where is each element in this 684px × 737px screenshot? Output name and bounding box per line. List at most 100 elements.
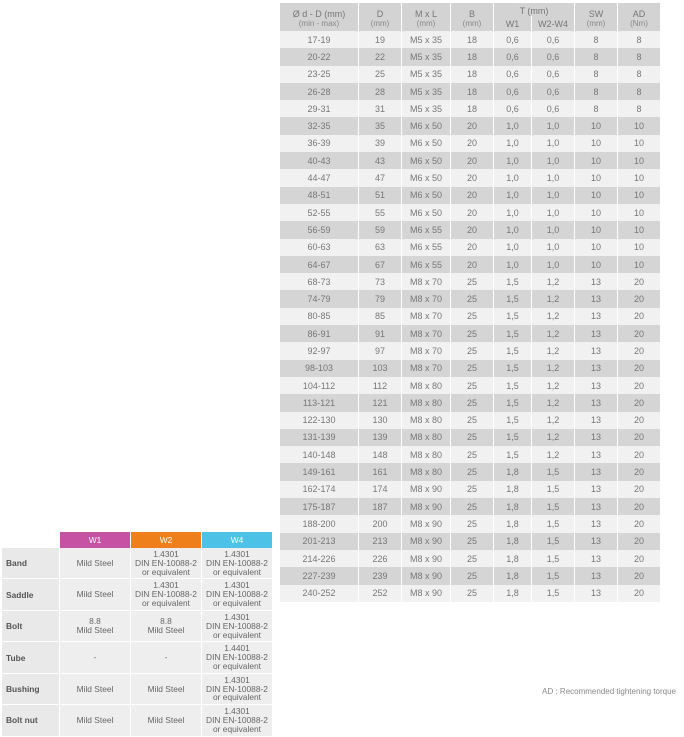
cell-T2: 1,0 [532,152,575,169]
cell-T1: 1,5 [494,429,532,446]
table-row: 175-187187M8 x 90251,81,51320 [280,498,661,515]
cell-AD: 20 [618,429,661,446]
th-dD-label: Ø d - D (mm) [293,9,346,19]
cell-SW: 10 [575,187,618,204]
table-row: 32-3535M6 x 50201,01,01010 [280,117,661,134]
th-D: D (mm) [359,3,402,31]
cell-AD: 10 [618,221,661,238]
cell-AD: 20 [618,567,661,584]
table-row: 56-5959M6 x 55201,01,01010 [280,221,661,238]
cell-T2: 1,2 [532,394,575,411]
cell-D: 67 [359,256,402,273]
cell-D: 148 [359,446,402,463]
cell-T1: 1,8 [494,515,532,532]
table-row: 98-103103M8 x 70251,51,21320 [280,360,661,377]
cell-D: 43 [359,152,402,169]
cell-MxL: M5 x 35 [402,66,451,83]
cell-B: 20 [451,204,494,221]
material-table: W1 W2 W4 BandMild Steel1.4301DIN EN-1008… [2,532,272,737]
cell-SW: 10 [575,239,618,256]
cell-B: 18 [451,100,494,117]
cell-B: 25 [451,567,494,584]
cell-MxL: M6 x 50 [402,187,451,204]
cell-dD: 201-213 [280,533,359,550]
cell-SW: 10 [575,169,618,186]
cell-AD: 10 [618,135,661,152]
cell-T1: 1,5 [494,412,532,429]
cell-T1: 1,0 [494,187,532,204]
material-cell-w4: 1.4301DIN EN-10088-2or equivalent [202,610,273,641]
cell-SW: 10 [575,221,618,238]
cell-dD: 60-63 [280,239,359,256]
cell-T1: 1,0 [494,204,532,221]
table-row: 36-3939M6 x 50201,01,01010 [280,135,661,152]
cell-SW: 10 [575,135,618,152]
cell-AD: 20 [618,394,661,411]
material-cell-w1: Mild Steel [60,705,131,736]
dimension-table: Ø d - D (mm) (min - max) D (mm) M x L (m… [280,3,661,602]
footnote-ad: AD : Recommended tightening torque [542,687,676,696]
cell-B: 20 [451,135,494,152]
cell-dD: 32-35 [280,117,359,134]
cell-dD: 98-103 [280,360,359,377]
cell-T2: 1,2 [532,342,575,359]
th-B-label: B [469,9,475,19]
cell-SW: 13 [575,360,618,377]
cell-T1: 1,0 [494,239,532,256]
cell-AD: 8 [618,100,661,117]
cell-T2: 0,6 [532,83,575,100]
cell-AD: 10 [618,204,661,221]
cell-MxL: M8 x 90 [402,515,451,532]
cell-B: 20 [451,256,494,273]
material-row: Bolt8.8Mild Steel8.8Mild Steel1.4301DIN … [2,610,272,641]
cell-B: 25 [451,585,494,602]
material-cell-w1: - [60,642,131,673]
cell-dD: 188-200 [280,515,359,532]
table-row: 86-9191M8 x 70251,51,21320 [280,325,661,342]
table-row: 80-8585M8 x 70251,51,21320 [280,308,661,325]
cell-MxL: M8 x 80 [402,429,451,446]
cell-SW: 13 [575,498,618,515]
cell-MxL: M6 x 55 [402,239,451,256]
cell-B: 25 [451,446,494,463]
cell-dD: 92-97 [280,342,359,359]
cell-T1: 1,8 [494,481,532,498]
cell-MxL: M8 x 80 [402,446,451,463]
cell-MxL: M6 x 50 [402,204,451,221]
cell-AD: 20 [618,325,661,342]
cell-T1: 1,5 [494,342,532,359]
cell-T2: 1,5 [532,515,575,532]
table-row: 201-213213M8 x 90251,81,51320 [280,533,661,550]
th-dD-unit: (min - max) [282,19,356,28]
cell-T2: 1,2 [532,273,575,290]
cell-D: 31 [359,100,402,117]
cell-dD: 122-130 [280,412,359,429]
cell-MxL: M8 x 90 [402,585,451,602]
material-row: Tube--1.4401DIN EN-10088-2or equivalent [2,642,272,673]
cell-SW: 13 [575,290,618,307]
cell-dD: 56-59 [280,221,359,238]
th-MxL-label: M x L [415,9,437,19]
table-row: 104-112112M8 x 80251,51,21320 [280,377,661,394]
material-cell-w2: Mild Steel [131,705,202,736]
cell-D: 239 [359,567,402,584]
cell-T1: 1,5 [494,394,532,411]
table-row: 48-5151M6 x 50201,01,01010 [280,187,661,204]
cell-T1: 1,8 [494,567,532,584]
cell-SW: 13 [575,585,618,602]
cell-AD: 20 [618,412,661,429]
table-row: 64-6767M6 x 55201,01,01010 [280,256,661,273]
table-row: 74-7979M8 x 70251,51,21320 [280,290,661,307]
cell-AD: 10 [618,152,661,169]
cell-T1: 1,5 [494,308,532,325]
cell-dD: 20-22 [280,48,359,65]
cell-MxL: M8 x 80 [402,394,451,411]
cell-T1: 1,8 [494,550,532,567]
cell-T1: 0,6 [494,48,532,65]
material-row-label: Bolt [2,610,60,641]
cell-SW: 13 [575,481,618,498]
table-row: 68-7373M8 x 70251,51,21320 [280,273,661,290]
cell-MxL: M8 x 90 [402,567,451,584]
cell-dD: 36-39 [280,135,359,152]
cell-T1: 0,6 [494,100,532,117]
